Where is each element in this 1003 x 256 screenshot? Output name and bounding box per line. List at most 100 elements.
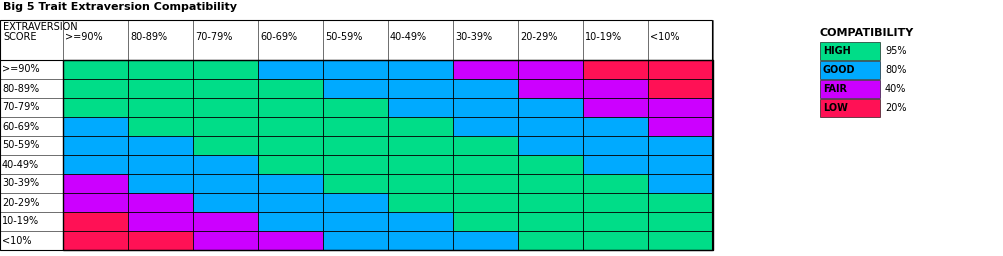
Bar [583, 212, 647, 231]
Bar [452, 60, 518, 79]
Bar [63, 231, 127, 250]
Bar [127, 60, 193, 79]
Bar [452, 136, 518, 155]
Bar [452, 212, 518, 231]
Text: EXTRAVERSION: EXTRAVERSION [3, 22, 77, 32]
Bar [452, 174, 518, 193]
Bar [323, 117, 387, 136]
Bar [63, 117, 127, 136]
Bar [387, 174, 452, 193]
Bar [819, 80, 879, 98]
Text: 60-69%: 60-69% [260, 32, 297, 42]
Bar [323, 79, 387, 98]
Bar [63, 155, 127, 174]
Bar [127, 174, 193, 193]
Text: 10-19%: 10-19% [2, 217, 39, 227]
Bar [647, 136, 712, 155]
Text: 80%: 80% [884, 65, 906, 75]
Bar [193, 174, 258, 193]
Bar [127, 212, 193, 231]
Bar [647, 212, 712, 231]
Bar [63, 193, 127, 212]
Bar [518, 60, 583, 79]
Bar [323, 136, 387, 155]
Bar [647, 79, 712, 98]
Text: >=90%: >=90% [2, 65, 39, 74]
Bar [258, 60, 323, 79]
Bar [387, 155, 452, 174]
Text: 70-79%: 70-79% [195, 32, 232, 42]
Bar [452, 231, 518, 250]
Text: 20-29%: 20-29% [2, 197, 39, 208]
Text: 50-59%: 50-59% [2, 141, 39, 151]
Bar [647, 174, 712, 193]
Bar [323, 98, 387, 117]
Bar [63, 60, 127, 79]
Bar [583, 98, 647, 117]
Text: 60-69%: 60-69% [2, 122, 39, 132]
Bar [193, 231, 258, 250]
Text: <10%: <10% [2, 236, 31, 246]
Bar [258, 174, 323, 193]
Bar [583, 136, 647, 155]
Text: 10-19%: 10-19% [585, 32, 622, 42]
Bar [258, 136, 323, 155]
Bar [387, 117, 452, 136]
Bar [127, 98, 193, 117]
Bar [323, 231, 387, 250]
Text: FAIR: FAIR [822, 84, 847, 94]
Text: 30-39%: 30-39% [2, 178, 39, 188]
Bar [127, 155, 193, 174]
Bar [452, 193, 518, 212]
Bar [819, 42, 879, 60]
Bar [518, 174, 583, 193]
Text: HIGH: HIGH [822, 46, 850, 56]
Text: 20%: 20% [884, 103, 906, 113]
Text: Big 5 Trait Extraversion Compatibility: Big 5 Trait Extraversion Compatibility [3, 2, 237, 12]
Text: <10%: <10% [649, 32, 679, 42]
Bar [0, 20, 711, 250]
Bar [63, 174, 127, 193]
Text: 30-39%: 30-39% [454, 32, 491, 42]
Bar [193, 60, 258, 79]
Bar [387, 98, 452, 117]
Bar [127, 117, 193, 136]
Bar [193, 212, 258, 231]
Bar [819, 99, 879, 117]
Text: SCORE: SCORE [3, 32, 36, 42]
Bar [127, 193, 193, 212]
Bar [258, 79, 323, 98]
Bar [258, 231, 323, 250]
Bar [647, 231, 712, 250]
Text: GOOD: GOOD [822, 65, 855, 75]
Bar [127, 231, 193, 250]
Text: 40%: 40% [884, 84, 906, 94]
Bar [819, 61, 879, 79]
Bar [647, 98, 712, 117]
Text: 50-59%: 50-59% [325, 32, 362, 42]
Bar [258, 98, 323, 117]
Bar [647, 193, 712, 212]
Bar [63, 212, 127, 231]
Bar [583, 155, 647, 174]
Bar [193, 98, 258, 117]
Text: 80-89%: 80-89% [129, 32, 166, 42]
Bar [583, 231, 647, 250]
Bar [647, 60, 712, 79]
Bar [258, 155, 323, 174]
Bar [63, 60, 712, 250]
Bar [452, 117, 518, 136]
Bar [518, 136, 583, 155]
Bar [387, 60, 452, 79]
Bar [63, 79, 127, 98]
Text: 95%: 95% [884, 46, 906, 56]
Text: LOW: LOW [822, 103, 847, 113]
Bar [258, 193, 323, 212]
Bar [193, 136, 258, 155]
Bar [193, 193, 258, 212]
Bar [583, 60, 647, 79]
Bar [518, 155, 583, 174]
Bar [518, 231, 583, 250]
Bar [63, 98, 127, 117]
Text: 80-89%: 80-89% [2, 83, 39, 93]
